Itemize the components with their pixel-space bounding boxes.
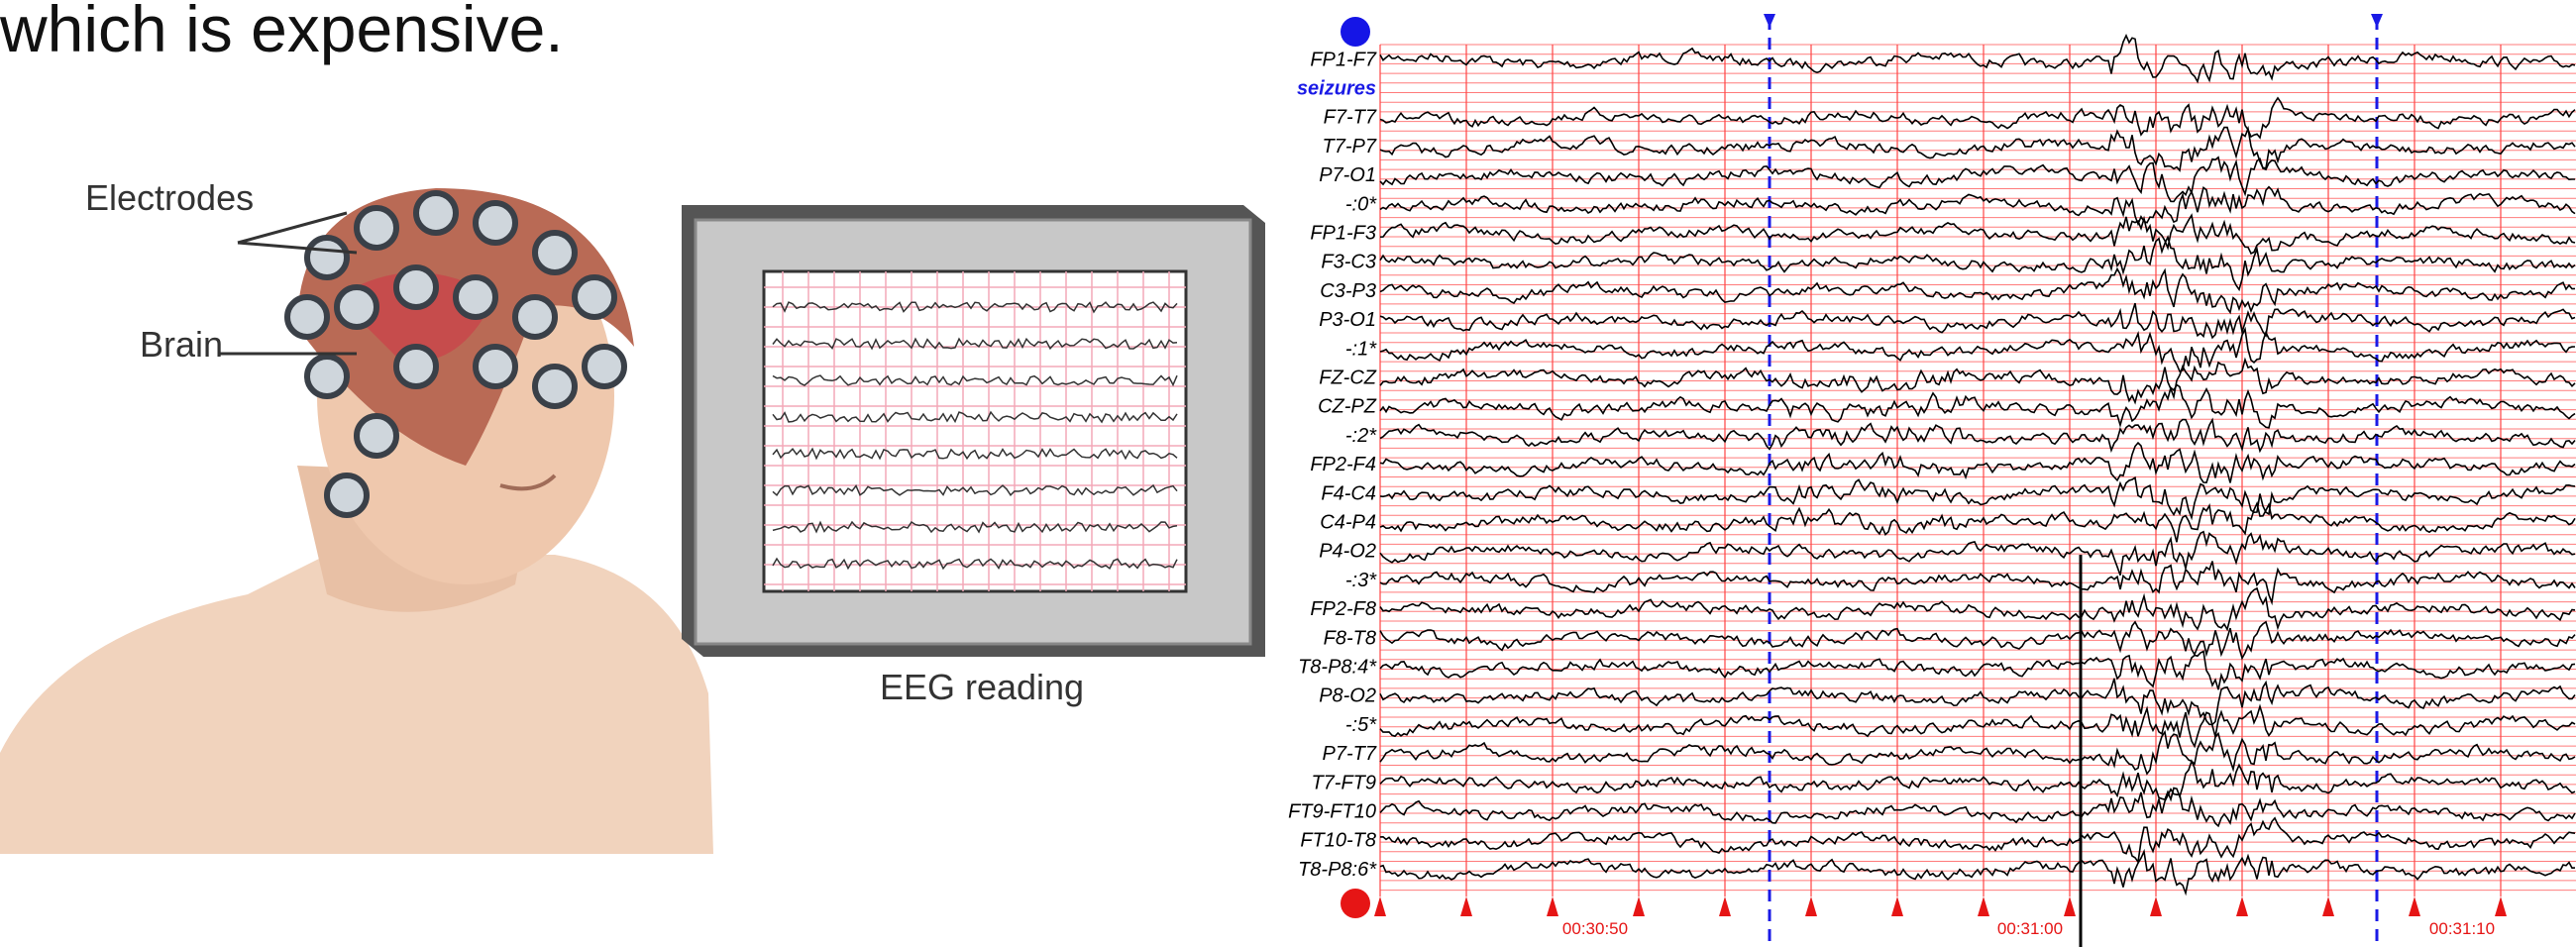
caption: EEG reading <box>880 667 1084 707</box>
electrodes-label: Electrodes <box>85 177 254 218</box>
trace <box>1379 586 2576 632</box>
head-illustration <box>0 188 713 854</box>
mini-trace <box>772 337 1178 351</box>
trace <box>1379 441 2576 484</box>
channel-label: FP2-F4 <box>1310 454 1376 475</box>
eeg-traces <box>1379 33 2576 896</box>
channel-label: FP1-F7 <box>1310 49 1377 70</box>
time-tick <box>1374 896 1386 916</box>
trace <box>1379 357 2576 405</box>
channel-label: P7-T7 <box>1323 743 1377 765</box>
trace <box>1379 530 2576 576</box>
trace <box>1379 848 2576 896</box>
channel-label: F7-T7 <box>1324 107 1377 129</box>
top-marker <box>1341 17 1370 47</box>
bottom-marker <box>1341 889 1370 918</box>
channel-label: T8-P8:4* <box>1298 656 1377 678</box>
channel-label: T8-P8:6* <box>1298 859 1377 881</box>
mini-trace <box>772 447 1178 461</box>
trace <box>1379 266 2576 315</box>
time-tick <box>1891 896 1903 916</box>
trace <box>1379 185 2576 227</box>
eeg-grid <box>1374 14 2576 947</box>
brain-label: Brain <box>140 324 223 365</box>
trace <box>1379 703 2576 749</box>
trace <box>1379 475 2576 521</box>
channel-label: FP1-F3 <box>1310 222 1376 244</box>
time-tick <box>2064 896 2076 916</box>
channel-label: FZ-CZ <box>1319 367 1377 388</box>
channel-label: F4-C4 <box>1321 482 1376 504</box>
mini-trace <box>772 483 1178 497</box>
trace <box>1379 620 2576 661</box>
trace <box>1379 729 2576 776</box>
mini-trace <box>772 410 1178 424</box>
trace <box>1379 500 2576 543</box>
mini-trace <box>772 301 1178 314</box>
channel-label: -:2* <box>1345 425 1377 447</box>
time-tick <box>2322 896 2334 916</box>
channel-label: F3-C3 <box>1321 252 1376 273</box>
channel-label: C3-P3 <box>1320 280 1376 302</box>
mini-trace <box>772 557 1178 571</box>
time-tick <box>2150 896 2162 916</box>
trace <box>1379 156 2575 203</box>
trace <box>1379 125 2576 172</box>
channel-label: -:1* <box>1345 338 1377 360</box>
channel-label: FT10-T8 <box>1300 830 1376 852</box>
time-tick <box>1978 896 1989 916</box>
channel-label: P3-O1 <box>1319 309 1376 331</box>
monitor <box>682 205 1265 657</box>
mini-trace <box>772 520 1178 534</box>
trace <box>1379 788 2576 828</box>
trace <box>1379 383 2576 429</box>
trace <box>1379 650 2576 690</box>
header-text: which is expensive. <box>0 0 564 65</box>
time-tick <box>2495 896 2507 916</box>
trace <box>1379 561 2576 606</box>
mini-trace <box>772 374 1178 387</box>
trace <box>1379 816 2576 865</box>
channel-label: FP2-F8 <box>1310 598 1376 620</box>
trace <box>1379 96 2576 140</box>
trace <box>1379 213 2576 255</box>
time-tick <box>1547 896 1558 916</box>
trace <box>1379 417 2576 454</box>
seizure-arrow <box>2371 14 2383 28</box>
time-label: 00:30:50 <box>1562 919 1628 938</box>
time-tick <box>2409 896 2420 916</box>
trace <box>1379 678 2576 726</box>
trace <box>1379 759 2576 802</box>
channel-label: P8-O2 <box>1319 685 1376 707</box>
trace <box>1379 326 2576 372</box>
channel-label: P7-O1 <box>1319 164 1376 186</box>
channel-label: C4-P4 <box>1320 511 1376 533</box>
time-tick <box>2236 896 2248 916</box>
seizure-arrow <box>1764 14 1775 28</box>
trace <box>1379 33 2576 84</box>
time-tick <box>1460 896 1472 916</box>
trace <box>1379 234 2576 292</box>
channel-label: -:3* <box>1345 570 1377 591</box>
time-tick <box>1719 896 1731 916</box>
channel-label: -:0* <box>1345 193 1377 215</box>
channel-label: CZ-PZ <box>1318 396 1377 418</box>
channel-label: F8-T8 <box>1324 627 1376 649</box>
trace <box>1379 302 2576 340</box>
channel-label: FT9-FT10 <box>1288 800 1376 822</box>
channel-label: T7-FT9 <box>1311 772 1376 793</box>
time-tick <box>1633 896 1645 916</box>
time-tick <box>1805 896 1817 916</box>
time-label: 00:31:10 <box>2429 919 2495 938</box>
eeg-labels: seizures FP1-F7 F7-T7 T7-P7 P7-O1 -:0* FP1-F3 F… <box>1288 49 2495 938</box>
time-label: 00:31:00 <box>1997 919 2063 938</box>
channel-label: -:5* <box>1345 714 1377 736</box>
channel-label: P4-O2 <box>1319 541 1376 563</box>
channel-label: T7-P7 <box>1323 136 1377 158</box>
annotation: seizures <box>1297 77 1376 99</box>
